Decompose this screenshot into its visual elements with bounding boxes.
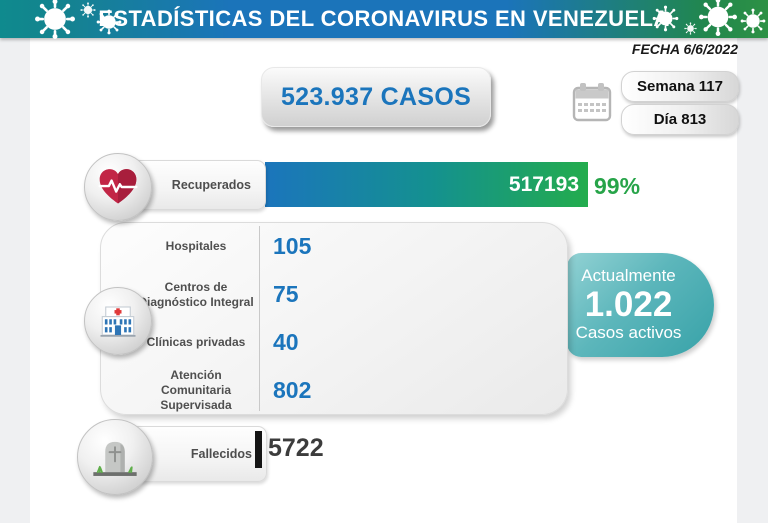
week-label: Semana 117 — [637, 78, 723, 95]
recovered-bar: 517193 — [265, 162, 588, 207]
deaths-bar — [255, 431, 262, 468]
day-pill: Día 813 — [621, 104, 739, 135]
facility-value: 802 — [273, 376, 312, 403]
right-gutter — [737, 38, 768, 523]
week-pill: Semana 117 — [621, 71, 739, 102]
facility-value: 75 — [273, 281, 299, 308]
facilities-badge — [84, 287, 152, 355]
active-value: 1.022 — [584, 285, 673, 325]
recovered-value: 517193 — [508, 172, 579, 196]
facility-row: Atención Comunitaria Supervisada 802 — [101, 366, 567, 414]
total-cases-value: 523.937 CASOS — [280, 82, 472, 111]
deaths-badge — [77, 419, 153, 495]
header-band: ESTADÍSTICAS DEL CORONAVIRUS EN VENEZUEL… — [0, 0, 768, 38]
deaths-label: Fallecidos — [190, 447, 252, 461]
facilities-panel: Hospitales 105 Centros de Diagnóstico In… — [100, 222, 568, 415]
active-cases-box: Actualmente 1.022 Casos activos — [567, 253, 714, 357]
facility-value: 40 — [273, 328, 299, 355]
recovered-percent: 99% — [594, 173, 641, 199]
total-cases-box: 523.937 CASOS — [261, 67, 491, 127]
recovered-label: Recuperados — [171, 178, 251, 192]
date-label: FECHA 6/6/2022 — [631, 41, 738, 57]
hospital-icon — [100, 306, 136, 337]
facility-row: Hospitales 105 — [101, 223, 567, 271]
tombstone-icon — [93, 441, 137, 476]
facility-label: Centros de Diagnóstico Integral — [138, 279, 254, 309]
left-gutter — [0, 38, 30, 523]
facilities-divider — [259, 226, 260, 411]
facility-label: Clínicas privadas — [146, 334, 246, 349]
facility-row: Centros de Diagnóstico Integral 75 — [101, 271, 567, 319]
day-label: Día 813 — [653, 111, 707, 128]
facility-value: 105 — [273, 233, 312, 260]
page-title: ESTADÍSTICAS DEL CORONAVIRUS EN VENEZUEL… — [98, 6, 670, 31]
facility-row: Clínicas privadas 40 — [101, 319, 567, 367]
active-heading: Actualmente — [581, 266, 676, 286]
facility-label: Atención Comunitaria Supervisada — [160, 367, 232, 412]
active-caption: Casos activos — [575, 322, 682, 342]
heart-pulse-icon — [98, 169, 138, 204]
facility-label: Hospitales — [165, 239, 227, 254]
deaths-value: 5722 — [268, 434, 324, 462]
calendar-icon — [572, 83, 612, 122]
recovered-badge — [84, 153, 152, 221]
